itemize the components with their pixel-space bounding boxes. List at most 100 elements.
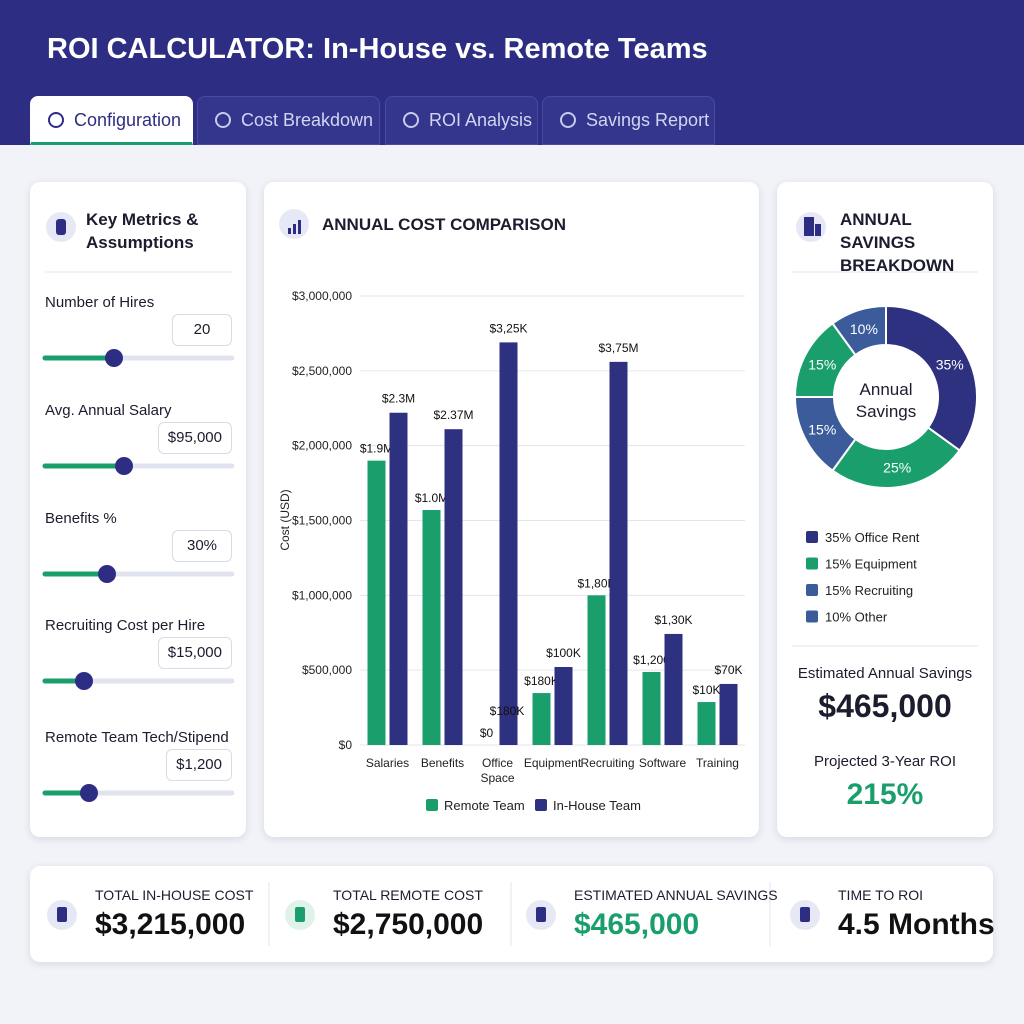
legend-swatch (806, 610, 818, 623)
summary-label: TOTAL REMOTE COST (333, 887, 483, 903)
roi-value: 215% (846, 778, 924, 811)
input-label: Recruiting Cost per Hire (45, 617, 206, 634)
bar (554, 667, 573, 745)
y-tick-label: $500,000 (302, 663, 352, 677)
y-tick-label: $1,500,000 (292, 514, 352, 528)
bar-annotation: $1,80K (577, 576, 615, 590)
legend-swatch (806, 531, 818, 543)
icon-glyph (57, 907, 67, 922)
legend-label: In-House Team (553, 798, 641, 813)
slider-knob[interactable] (115, 457, 133, 475)
input-label: Avg. Annual Salary (45, 402, 172, 419)
segment-label: 15% (808, 421, 836, 437)
panel-title: Key Metrics & Assumptions (86, 210, 199, 252)
bar (642, 671, 661, 745)
legend-label: 10% Other (825, 610, 888, 625)
bar (367, 460, 386, 745)
bar-annotation: $1.0M (415, 491, 448, 505)
tab-label[interactable]: Cost Breakdown (241, 110, 374, 130)
bar-annotation: $2.37M (433, 408, 473, 422)
bar (389, 412, 408, 745)
donut-center-label: Annual Savings (855, 380, 917, 421)
segment-label: 10% (850, 321, 878, 337)
savings-label: Estimated Annual Savings (797, 665, 973, 682)
legend-swatch (535, 799, 547, 811)
slider-knob[interactable] (105, 349, 123, 367)
donut-segment (885, 304, 978, 452)
x-tick-label: Training (696, 756, 739, 770)
bar (609, 361, 628, 745)
legend-swatch (806, 557, 818, 570)
input-box[interactable]: $15,000 (157, 637, 232, 669)
savings-value: $465,000 (818, 688, 952, 724)
input-box[interactable]: $1,200 (166, 749, 232, 781)
icon-glyph (800, 907, 810, 922)
segment-label: 15% (808, 357, 836, 373)
x-tick-label: Equipment (523, 756, 582, 770)
bar-annotation: $10K (692, 683, 720, 697)
bar (499, 342, 518, 745)
bar-annotation: $0 (480, 726, 494, 740)
donut-segment (831, 304, 887, 357)
icon-glyph (293, 224, 296, 234)
bar (719, 683, 738, 745)
summary-value: $3,215,000 (95, 908, 246, 941)
slider-knob[interactable] (75, 672, 93, 690)
tab-label[interactable]: Savings Report (586, 110, 710, 130)
input-box[interactable]: 30% (172, 530, 232, 562)
legend-label: 15% Equipment (825, 557, 917, 572)
y-axis-label: Cost (USD) (278, 489, 292, 550)
y-tick-label: $3,000,000 (292, 289, 352, 303)
tab-label[interactable]: Configuration (74, 110, 182, 130)
icon-glyph (295, 907, 305, 922)
bar-annotation: $2.3M (382, 392, 415, 406)
icon-glyph (298, 220, 301, 234)
segment-label: 25% (883, 460, 911, 476)
tab-icon (215, 112, 231, 128)
app-title: ROI CALCULATOR: In-House vs. Remote Team… (47, 33, 708, 65)
input-box[interactable]: $95,000 (157, 422, 232, 454)
summary-value: $2,750,000 (333, 908, 484, 941)
bar (587, 595, 606, 745)
tab-icon (403, 112, 419, 128)
input-label: Number of Hires (45, 294, 155, 311)
summary-value: $465,000 (574, 908, 700, 941)
tab-label[interactable]: ROI Analysis (429, 110, 533, 130)
savings-card (777, 182, 993, 837)
bar (532, 693, 551, 745)
chart-annotation: $180K (490, 704, 525, 718)
y-tick-label: $0 (339, 738, 353, 752)
icon-glyph (56, 219, 66, 235)
legend-label: 15% Recruiting (825, 583, 913, 598)
panel-title: ANNUAL SAVINGS BREAKDOWN (840, 210, 955, 275)
bar-annotation: $70K (714, 663, 742, 677)
x-tick-label: Recruiting (580, 756, 635, 770)
x-tick-label: Office Space (480, 756, 515, 785)
bar-annotation: $100K (546, 646, 581, 660)
tab[interactable] (542, 96, 715, 145)
x-tick-label: Software (638, 756, 687, 770)
roi-label: Projected 3-Year ROI (813, 753, 957, 770)
legend-swatch (806, 584, 818, 596)
icon-glyph (804, 217, 814, 236)
summary-label: TIME TO ROI (838, 887, 924, 903)
slider-knob[interactable] (80, 784, 98, 802)
tab[interactable] (385, 96, 538, 145)
chart-title: ANNUAL COST COMPARISON (322, 215, 566, 234)
bar (444, 429, 463, 745)
bar-annotation: $1,200 (633, 653, 670, 667)
segment-label: 35% (936, 357, 964, 373)
bar (664, 633, 683, 745)
y-tick-label: $2,500,000 (292, 364, 352, 378)
icon-glyph (536, 907, 546, 922)
slider-knob[interactable] (98, 565, 116, 583)
x-tick-label: Salaries (365, 756, 410, 770)
input-box[interactable]: 20 (172, 314, 232, 346)
y-tick-label: $1,000,000 (292, 588, 352, 602)
x-tick-label: Benefits (420, 756, 465, 770)
bar-annotation: $180K (524, 674, 559, 688)
icon-glyph (288, 228, 291, 234)
bar-annotation: $3,75M (598, 341, 638, 355)
legend-label: 35% Office Rent (825, 530, 920, 545)
